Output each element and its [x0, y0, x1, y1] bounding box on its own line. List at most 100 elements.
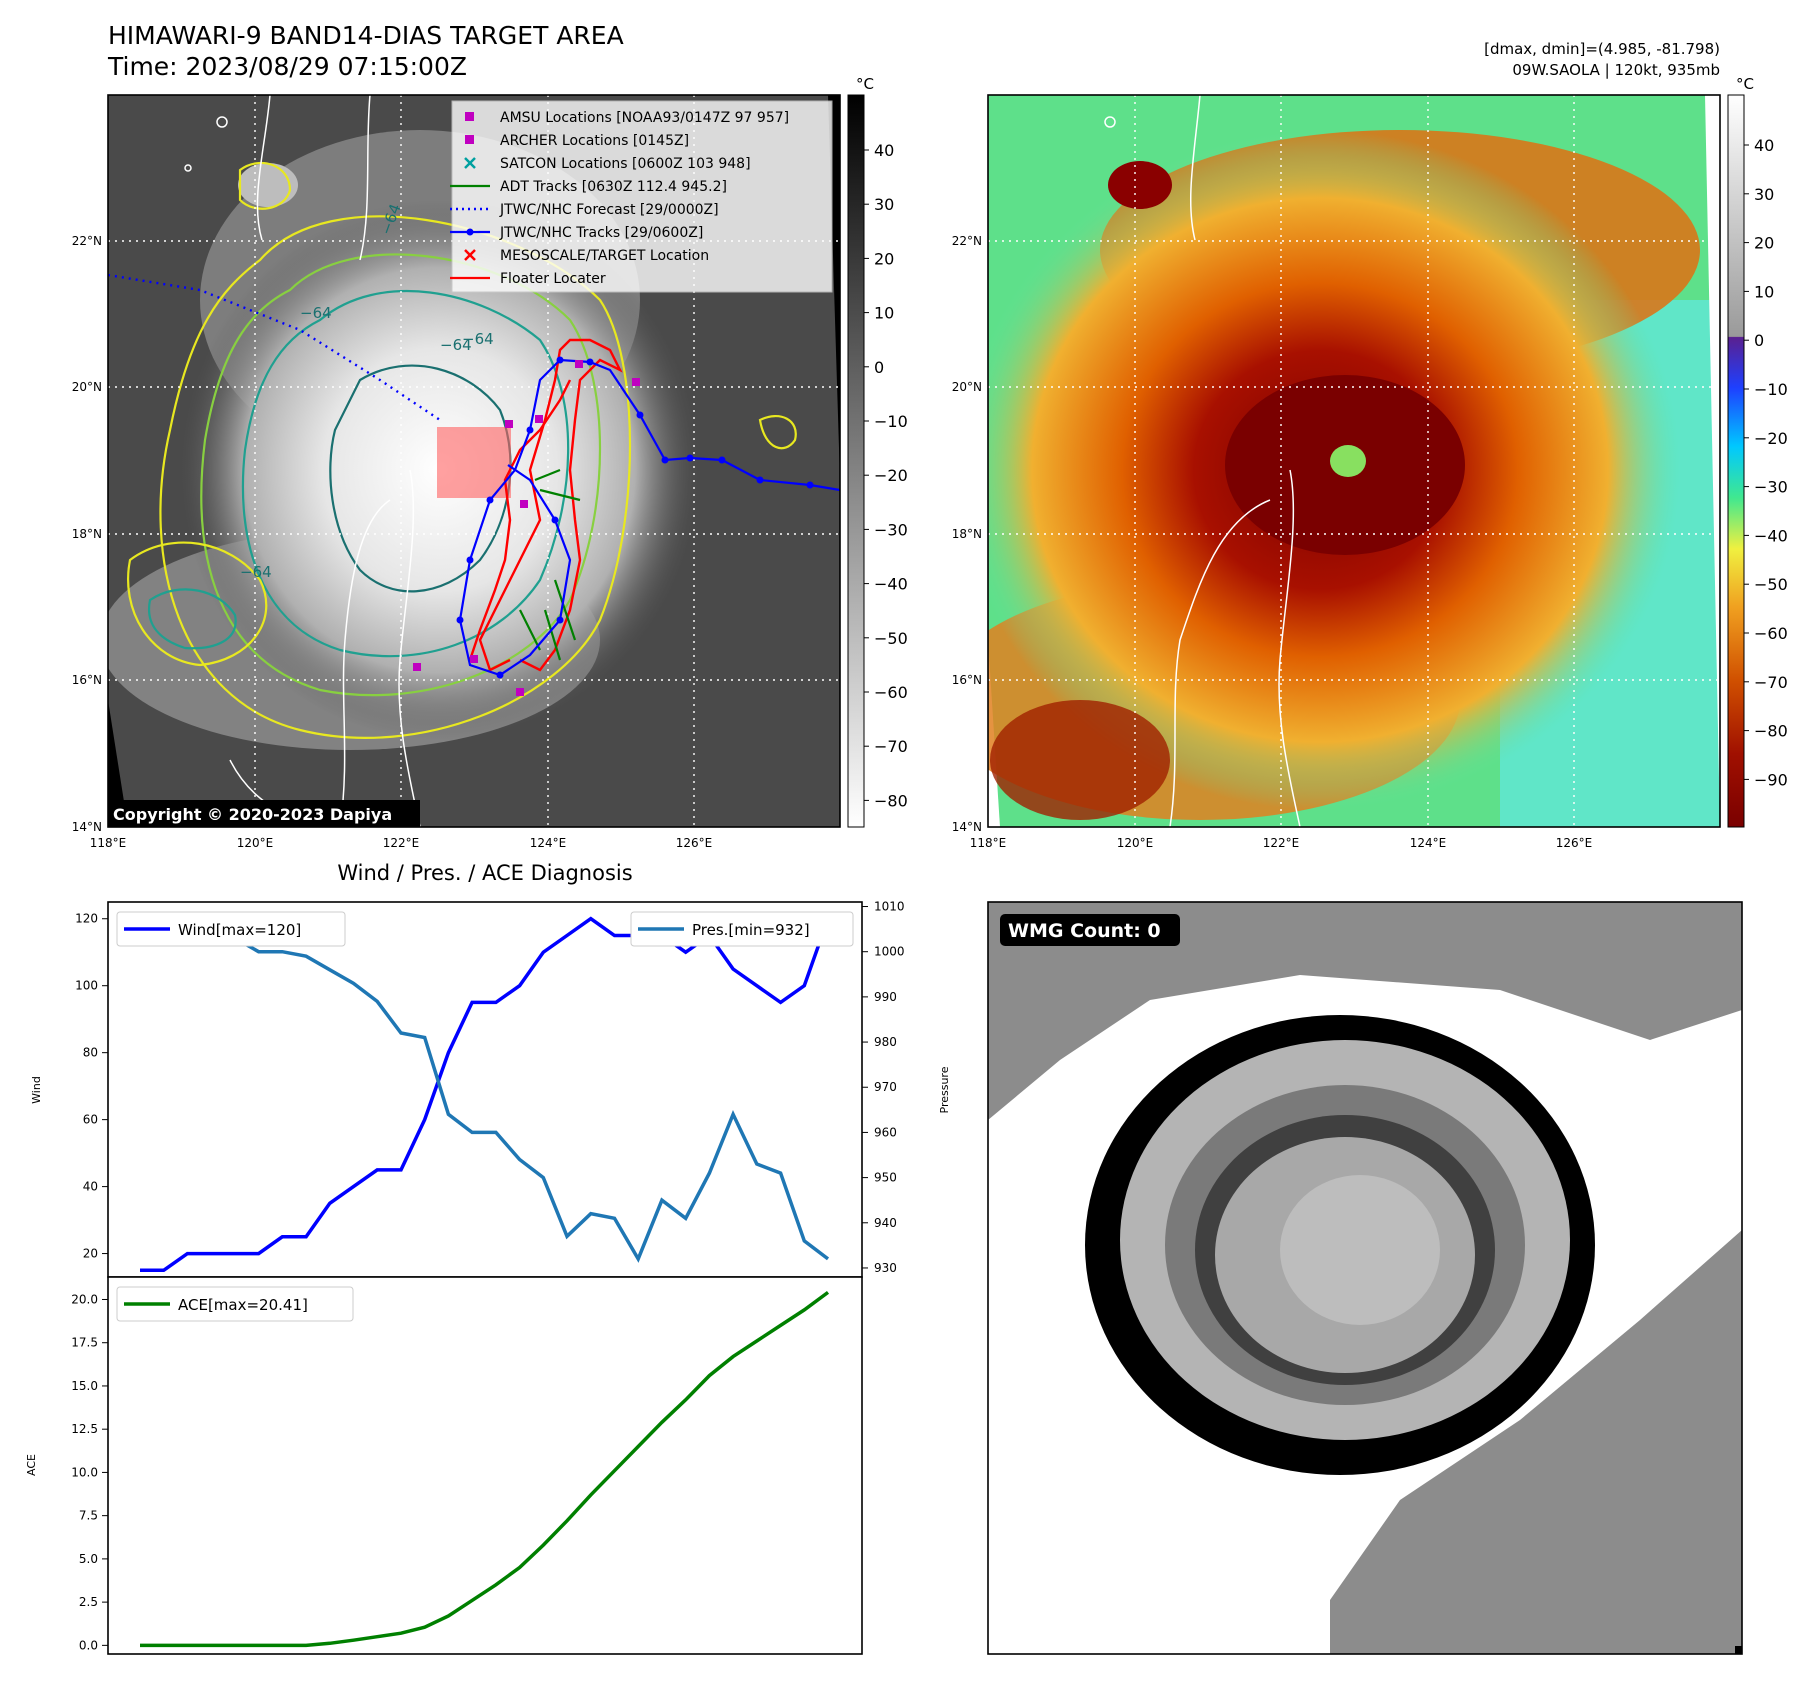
wind-tick-label: 60: [83, 1113, 98, 1127]
ir-copyright: Copyright © 2020-2023 Dapiya: [108, 800, 420, 827]
copyright-text: Copyright © 2020-2023 Dapiya: [113, 805, 392, 824]
lon-tick-label: 126°E: [1556, 836, 1593, 850]
colorbar-tick-label: −80: [874, 791, 908, 810]
diagnosis-title: Wind / Pres. / ACE Diagnosis: [337, 861, 632, 885]
wind-legend-label: Wind[max=120]: [178, 921, 301, 939]
storm-info-label: 09W.SAOLA | 120kt, 935mb: [1512, 61, 1720, 79]
legend-item-label: JTWC/NHC Forecast [29/0000Z]: [499, 202, 719, 218]
pressure-tick-label: 960: [874, 1125, 897, 1139]
legend-item: AMSU Locations [NOAA93/0147Z 97 957]: [465, 110, 789, 126]
wmg-eye-inner: [1280, 1175, 1440, 1325]
colorbar-tick-label: 30: [874, 195, 894, 214]
ace-axis-label: ACE: [25, 1454, 38, 1476]
colorbar-tick-label: −10: [874, 412, 908, 431]
ir-map-nodata-left: [108, 700, 128, 827]
floater-locater: [478, 338, 623, 672]
colorbar-tick-label: −30: [874, 520, 908, 539]
adt-tracks: [519, 468, 581, 661]
legend-item: MESOSCALE/TARGET Location: [464, 248, 709, 264]
colorbar-tick-label: 10: [1754, 282, 1774, 301]
pressure-legend-label: Pres.[min=932]: [692, 921, 810, 939]
ace-legend-label: ACE[max=20.41]: [178, 1296, 308, 1314]
lon-tick-label: 122°E: [1263, 836, 1300, 850]
legend-item: ADT Tracks [0630Z 112.4 945.2]: [450, 179, 727, 195]
wind-axis-label: Wind: [30, 1076, 43, 1104]
lon-tick-label: 124°E: [530, 836, 567, 850]
jtwc-track-points: [456, 356, 814, 679]
ace-marks: 0.0 2.5 5.0 7.5 10.0 12.5 15.0 17.5 20.0: [71, 1290, 830, 1652]
target-area-box: [437, 427, 511, 498]
colorbar-tick-label: 0: [1754, 331, 1764, 350]
colorbar-tick-label: 10: [874, 304, 894, 323]
floater-locater-2: [468, 379, 572, 661]
contour-label: −64: [240, 563, 272, 581]
colorbar-tick-label: 0: [874, 358, 884, 377]
lon-tick-label: 118°E: [90, 836, 127, 850]
color-map-frame: [987, 94, 1721, 828]
colorbar-tick-label: −30: [1754, 478, 1788, 497]
colorbar-tick-label: 40: [874, 141, 894, 160]
colorbar1-ticks: 40 30 20 10 0 −10 −20 −30 −40 −50 −60 −70 −80: [864, 141, 908, 810]
lon-tick-label: 120°E: [237, 836, 274, 850]
wmg-frame: [987, 901, 1743, 1655]
map-legend: AMSU Locations [NOAA93/0147Z 97 957] ARCH…: [450, 100, 833, 293]
wind-tick-label: 120: [75, 912, 98, 926]
colorbar1-unit: °C: [856, 75, 874, 93]
wmg-count-label: WMG Count: 0: [1008, 920, 1161, 942]
lat-tick-label: 18°N: [72, 527, 102, 541]
colorbar-tick-label: −20: [1754, 429, 1788, 448]
lat-tick-label: 18°N: [952, 527, 982, 541]
wind-tick-label: 40: [83, 1180, 98, 1194]
ace-tick-label: 15.0: [71, 1379, 98, 1393]
wind-legend: Wind[max=120]: [116, 911, 346, 947]
wmg-gray-south: [1330, 1230, 1742, 1654]
contour-label: −64: [440, 336, 472, 354]
lat-tick-label: 20°N: [72, 380, 102, 394]
ace-legend: ACE[max=20.41]: [116, 1286, 354, 1322]
ace-series-line: [140, 1290, 830, 1648]
colorbar1: [847, 94, 865, 828]
ace-tick-label: 10.0: [71, 1465, 98, 1479]
lon-tick-label: 126°E: [676, 836, 713, 850]
ace-tick-label: 2.5: [79, 1595, 98, 1609]
colorbar2-unit: °C: [1736, 75, 1754, 93]
legend-item: Floater Locater: [450, 271, 606, 287]
colorbar-tick-label: 20: [1754, 234, 1774, 253]
wmg-count-badge: [1000, 914, 1180, 946]
color-coastlines: [1104, 95, 1301, 827]
colorbar-tick-label: −50: [1754, 575, 1788, 594]
map2-tick-labels: 22°N 20°N 18°N 16°N 14°N 118°E 120°E 122°E 124°E…: [952, 234, 1593, 850]
lon-tick-label: 120°E: [1117, 836, 1154, 850]
wind-tick-label: 20: [83, 1247, 98, 1261]
amsu-archer-markers: [413, 360, 640, 696]
ace-tick-label: 20.0: [71, 1292, 98, 1306]
pressure-axis-label: Pressure: [938, 1066, 951, 1113]
time-title: Time: 2023/08/29 07:15:00Z: [107, 52, 467, 81]
color-map-panel: [988, 95, 1720, 827]
ir-cloud-island-nw: [238, 163, 298, 207]
lat-tick-label: 16°N: [952, 673, 982, 687]
colorbar-tick-label: 40: [1754, 136, 1774, 155]
lon-tick-label: 122°E: [383, 836, 420, 850]
lat-tick-label: 22°N: [952, 234, 982, 248]
wind-tick-label: 80: [83, 1046, 98, 1060]
color-gridlines: [988, 95, 1720, 827]
colorbar-tick-label: −60: [1754, 624, 1788, 643]
legend-item-label: MESOSCALE/TARGET Location: [500, 248, 709, 264]
ace-tick-label: 17.5: [71, 1336, 98, 1350]
ace-tick-label: 12.5: [71, 1422, 98, 1436]
legend-item-label: ADT Tracks [0630Z 112.4 945.2]: [500, 179, 727, 195]
pressure-tick-label: 990: [874, 990, 897, 1004]
ace-tick-label: 5.0: [79, 1552, 98, 1566]
pressure-tick-label: 1000: [874, 945, 905, 959]
lon-tick-label: 118°E: [970, 836, 1007, 850]
pressure-tick-label: 930: [874, 1261, 897, 1275]
jtwc-track: [458, 358, 840, 677]
colorbar2-ticks: 40 30 20 10 0 −10 −20 −30 −40 −50 −60 −70 −80 −90: [1744, 136, 1788, 789]
lon-tick-label: 124°E: [1410, 836, 1447, 850]
lat-tick-label: 14°N: [952, 820, 982, 834]
lat-tick-label: 22°N: [72, 234, 102, 248]
color-eye: [1330, 445, 1366, 477]
map1-tick-labels: 22°N 20°N 18°N 16°N 14°N 118°E 120°E 122°E 124°E…: [72, 234, 713, 850]
colorbar-tick-label: −40: [874, 575, 908, 594]
